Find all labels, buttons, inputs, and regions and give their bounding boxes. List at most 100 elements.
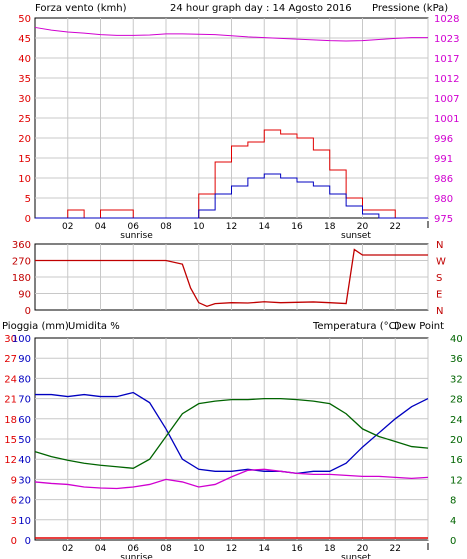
x-tick-label: 18 xyxy=(324,222,336,232)
rain-tick-label: 6 xyxy=(11,496,17,507)
humidity-line xyxy=(35,391,429,474)
direction-tick-label: 0 xyxy=(25,306,31,317)
temperature-line xyxy=(34,397,429,469)
x-tick-label: 22 xyxy=(390,222,401,232)
rain-tick-label: 18 xyxy=(4,415,17,426)
humidity-tick-label: 70 xyxy=(18,395,31,406)
rain-tick-label: 9 xyxy=(11,475,17,486)
x-tick-label: 06 xyxy=(128,222,140,232)
temperature-tick-label: 36 xyxy=(450,354,463,365)
x-tick-label: 02 xyxy=(62,544,73,554)
pressure-tick-label: 1001 xyxy=(434,114,459,125)
sunset-label: sunset xyxy=(341,553,371,559)
x-tick-label: 12 xyxy=(226,222,237,232)
wind-tick-label: 5 xyxy=(25,194,31,205)
rain-tick-label: 3 xyxy=(11,516,17,527)
compass-tick-label: N xyxy=(436,306,443,317)
humidity-tick-label: 20 xyxy=(18,496,31,507)
rain-tick-label: 15 xyxy=(4,435,17,446)
wind-tick-label: 20 xyxy=(18,134,31,145)
rain-tick-label: 12 xyxy=(4,455,17,466)
temperature-tick-label: 24 xyxy=(450,415,463,426)
temperature-tick-label: 0 xyxy=(450,536,456,547)
x-tick-label: 04 xyxy=(95,544,107,554)
compass-tick-label: S xyxy=(436,273,442,284)
x-tick-label: 14 xyxy=(259,222,271,232)
pressure-tick-label: 1007 xyxy=(434,94,459,105)
wind-tick-label: 40 xyxy=(18,54,31,65)
temperature-tick-label: 20 xyxy=(450,435,463,446)
humidity-tick-label: 30 xyxy=(18,475,31,486)
humidity-tick-label: 80 xyxy=(18,374,31,385)
rain-axis-label: Pioggia (mm) xyxy=(2,321,69,332)
temperature-tick-label: 4 xyxy=(450,516,456,527)
x-tick-label: 08 xyxy=(160,222,172,232)
wind-tick-label: 45 xyxy=(18,34,31,45)
sunrise-label: sunrise xyxy=(120,553,153,559)
humidity-axis-label: Umidita % xyxy=(68,321,120,332)
x-tick-label: 20 xyxy=(357,222,369,232)
wind-tick-label: 50 xyxy=(18,14,31,25)
chart-title: 24 hour graph day : 14 Agosto 2016 xyxy=(170,3,352,14)
wind-tick-label: 30 xyxy=(18,94,31,105)
temperature-tick-label: 16 xyxy=(450,455,463,466)
x-tick-label: 10 xyxy=(193,222,205,232)
dewpoint-line xyxy=(34,468,429,490)
pressure-tick-label: 980 xyxy=(434,194,453,205)
temperature-tick-label: 8 xyxy=(450,496,456,507)
x-tick-label: 20 xyxy=(357,544,369,554)
x-tick-label: 14 xyxy=(259,544,271,554)
pressure-tick-label: 996 xyxy=(434,134,453,145)
direction-tick-label: 270 xyxy=(12,257,31,268)
temperature-tick-label: 40 xyxy=(450,334,463,345)
dewpoint-axis-label: Dew Point xyxy=(394,321,444,332)
humidity-tick-label: 90 xyxy=(18,354,31,365)
x-tick-label: 02 xyxy=(62,222,73,232)
humidity-tick-label: 40 xyxy=(18,455,31,466)
pressure-tick-label: 1012 xyxy=(434,74,459,85)
rain-tick-label: 24 xyxy=(4,374,17,385)
direction-tick-label: 180 xyxy=(12,273,31,284)
x-tick-label: 16 xyxy=(291,222,303,232)
x-tick-label: 12 xyxy=(226,544,237,554)
x-tick-label: 04 xyxy=(95,222,107,232)
humidity-tick-label: 100 xyxy=(12,334,31,345)
temperature-axis-label: Temperatura (°C) xyxy=(312,321,400,332)
avg-line xyxy=(35,173,428,219)
wind-tick-label: 25 xyxy=(18,114,31,125)
temperature-tick-label: 28 xyxy=(450,395,463,406)
wind-axis-label: Forza vento (kmh) xyxy=(35,3,127,14)
pressure-tick-label: 1028 xyxy=(434,14,459,25)
x-tick-label: 06 xyxy=(128,544,140,554)
x-tick-label: 22 xyxy=(390,544,401,554)
sunset-label: sunset xyxy=(341,231,371,241)
pressure-tick-label: 986 xyxy=(434,174,453,185)
compass-tick-label: W xyxy=(436,257,446,268)
pressure-tick-label: 991 xyxy=(434,154,453,165)
humidity-tick-label: 50 xyxy=(18,435,31,446)
wind-tick-label: 0 xyxy=(25,214,31,225)
gust-line xyxy=(35,129,428,219)
direction-line xyxy=(35,248,428,308)
x-tick-label: 08 xyxy=(160,544,172,554)
pressure-axis-label: Pressione (kPa) xyxy=(372,3,448,14)
pressure-tick-label: 1017 xyxy=(434,54,459,65)
pressure-line xyxy=(34,26,428,42)
pressure-tick-label: 1023 xyxy=(434,34,459,45)
humidity-tick-label: 60 xyxy=(18,415,31,426)
wind-tick-label: 35 xyxy=(18,74,31,85)
rain-tick-label: 27 xyxy=(4,354,17,365)
pressure-tick-label: 975 xyxy=(434,214,453,225)
x-tick-label: 18 xyxy=(324,544,336,554)
temperature-tick-label: 32 xyxy=(450,374,463,385)
rain-tick-label: 0 xyxy=(11,536,17,547)
humidity-tick-label: 0 xyxy=(25,536,31,547)
x-tick-label: 10 xyxy=(193,544,205,554)
rain-tick-label: 21 xyxy=(4,395,17,406)
temperature-tick-label: 12 xyxy=(450,475,463,486)
humidity-tick-label: 10 xyxy=(18,516,31,527)
x-tick-label: 16 xyxy=(291,544,303,554)
wind-tick-label: 10 xyxy=(18,174,31,185)
